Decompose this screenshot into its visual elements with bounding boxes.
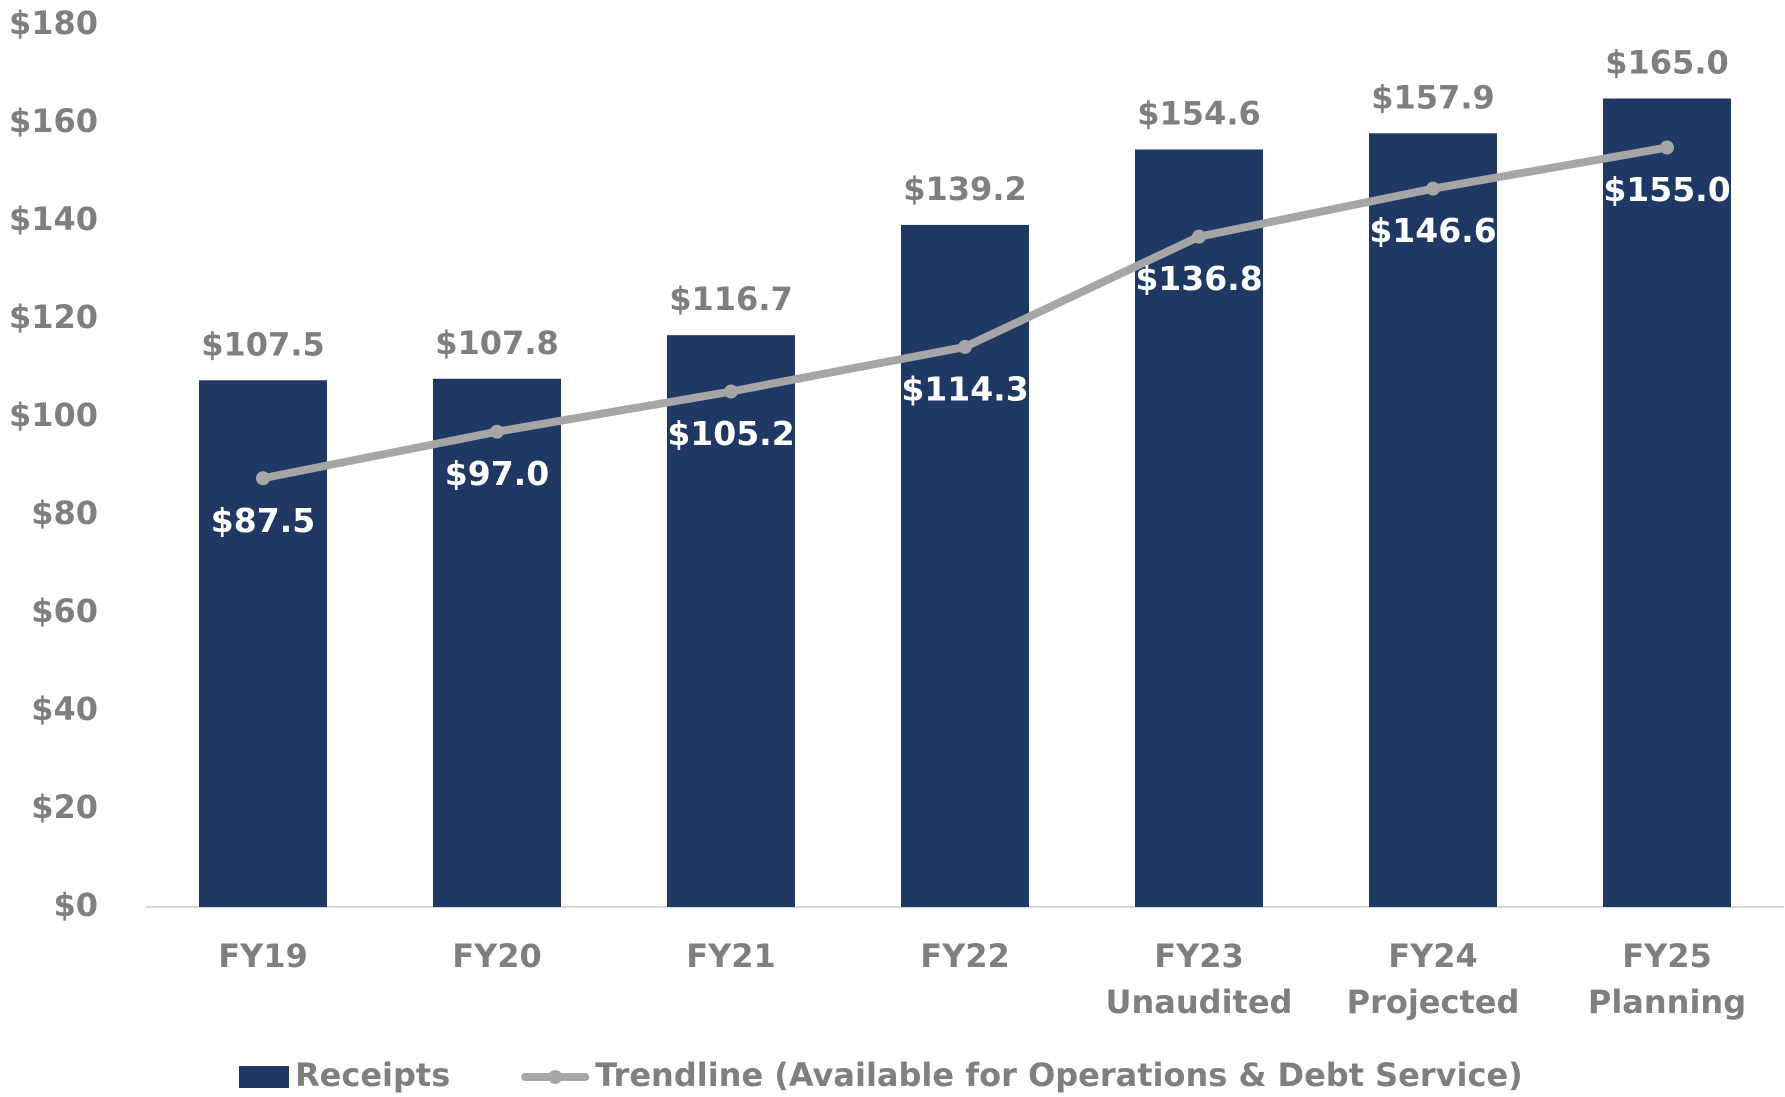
y-tick-label: $180 (9, 4, 98, 42)
x-tick-label: FY20 (452, 937, 542, 975)
y-tick-label: $120 (9, 298, 98, 336)
trend-point (958, 339, 972, 354)
x-tick-label: FY24 (1388, 937, 1478, 975)
bar (1369, 133, 1497, 908)
x-tick-label: Unaudited (1106, 983, 1293, 1021)
bar-value-label: $154.6 (1137, 94, 1260, 132)
legend-swatch (548, 1070, 563, 1084)
y-tick-label: $140 (9, 200, 98, 238)
trend-point (490, 424, 504, 439)
line-value-label: $105.2 (667, 414, 794, 453)
bar-value-label: $116.7 (669, 280, 792, 318)
y-tick-label: $80 (31, 494, 98, 532)
line-value-label: $136.8 (1135, 259, 1262, 298)
bar-value-label: $107.8 (435, 324, 558, 362)
x-tick-label: FY22 (920, 937, 1010, 975)
y-tick-label: $100 (9, 396, 98, 434)
trend-point (1192, 229, 1206, 244)
line-value-label: $87.5 (211, 501, 315, 540)
legend-swatch (239, 1066, 289, 1088)
bar-value-label: $157.9 (1371, 78, 1494, 116)
line-value-label: $146.6 (1369, 211, 1496, 250)
bar-value-label: $139.2 (903, 170, 1026, 208)
bar (901, 224, 1029, 908)
trend-point (724, 384, 738, 399)
bar-value-label: $107.5 (201, 325, 324, 363)
line-value-label: $97.0 (445, 454, 549, 493)
x-tick-label: FY21 (686, 937, 776, 975)
line-value-label: $114.3 (901, 369, 1028, 408)
y-tick-label: $20 (31, 788, 98, 826)
bar (1135, 149, 1263, 907)
x-tick-label: FY23 (1154, 937, 1244, 975)
trend-point (256, 471, 270, 486)
y-tick-label: $0 (53, 886, 98, 924)
bar (199, 380, 327, 907)
bar-value-label: $165.0 (1605, 44, 1728, 82)
y-tick-label: $160 (9, 102, 98, 140)
bar (1603, 98, 1731, 907)
line-value-label: $155.0 (1603, 170, 1730, 209)
y-tick-label: $40 (31, 690, 98, 728)
x-tick-label: Planning (1588, 983, 1746, 1021)
x-tick-label: FY19 (218, 937, 308, 975)
bar (433, 378, 561, 907)
y-tick-label: $60 (31, 592, 98, 630)
x-tick-label: Projected (1347, 983, 1520, 1021)
legend-label: Trendline (Available for Operations & De… (595, 1056, 1523, 1094)
legend-label: Receipts (295, 1056, 450, 1094)
trend-point (1660, 140, 1674, 155)
bar (667, 335, 795, 907)
x-tick-label: FY25 (1622, 937, 1712, 975)
trend-point (1426, 181, 1440, 196)
